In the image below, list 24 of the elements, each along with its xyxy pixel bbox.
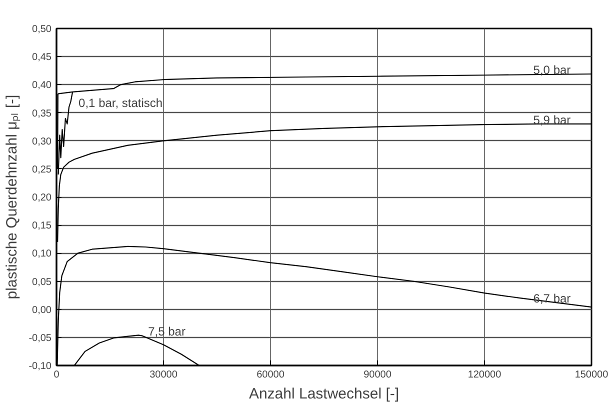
y-tick-label: 0,35 xyxy=(32,108,52,120)
x-tick-label: 90000 xyxy=(364,370,392,380)
x-tick-label: 30000 xyxy=(150,370,178,380)
y-tick-label: 0,40 xyxy=(32,80,52,92)
y-tick-label: 0,05 xyxy=(32,276,52,288)
annotation: 5,9 bar xyxy=(533,112,571,127)
annotation: 5,0 bar xyxy=(533,62,571,77)
y-tick-label: -0,05 xyxy=(28,332,52,344)
x-tick-label: 60000 xyxy=(256,370,285,380)
y-tick-label: 0,20 xyxy=(32,192,52,204)
x-tick-label: 0 xyxy=(54,370,60,380)
y-tick-label: 0,10 xyxy=(32,248,52,260)
y-tick-label: -0,10 xyxy=(28,361,52,372)
y-tick-label: 0,30 xyxy=(32,136,52,148)
y-axis-title: plastische Querdehnzahl μₚₗ [-] xyxy=(4,94,21,300)
x-tick-label: 150000 xyxy=(574,370,609,380)
y-tick-label: 0,00 xyxy=(32,304,52,316)
x-axis-title: Anzahl Lastwechsel [-] xyxy=(248,386,400,402)
x-tick-label: 120000 xyxy=(468,370,502,380)
annotation: 0,1 bar, statisch xyxy=(78,96,163,110)
y-tick-label: 0,50 xyxy=(32,24,52,35)
y-tick-label: 0,15 xyxy=(32,220,52,232)
y-tick-label: 0,45 xyxy=(32,52,52,64)
y-tick-label: 0,25 xyxy=(32,164,52,176)
